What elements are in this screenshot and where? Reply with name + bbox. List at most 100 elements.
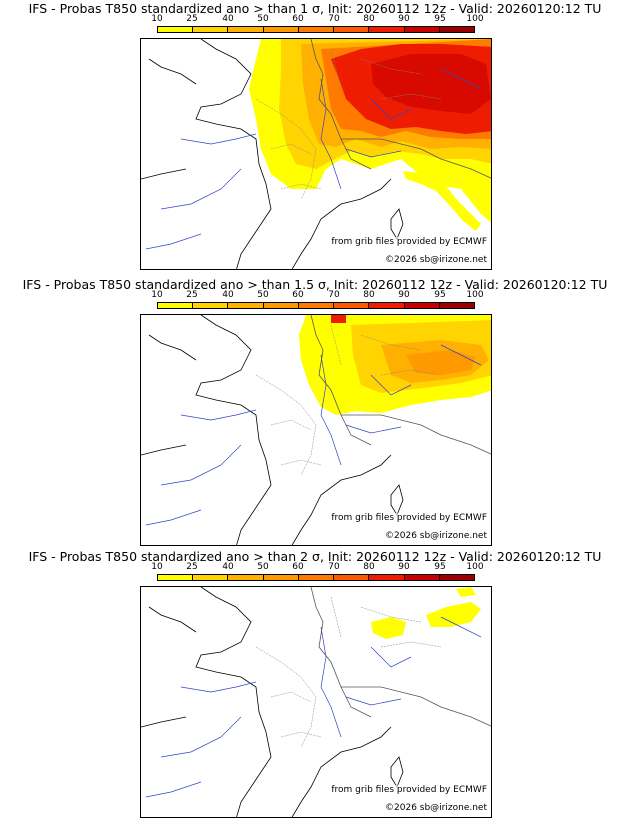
probability-legend: 10 25 40 50 60 70 80 90 95 100 — [151, 290, 484, 310]
legend-tick: 50 — [257, 562, 269, 572]
country-borders — [310, 315, 491, 455]
country-borders — [310, 39, 491, 179]
legend-colorbar — [157, 302, 475, 309]
legend-tick: 95 — [434, 562, 446, 572]
panel-title: IFS - Probas T850 standardized ano > tha… — [28, 549, 602, 564]
map-canvas — [141, 587, 491, 817]
legend-tick: 90 — [398, 290, 410, 300]
legend-colorbar — [157, 574, 475, 581]
admin-borders — [255, 48, 442, 200]
legend-swatch — [334, 575, 370, 580]
legend-tick: 70 — [328, 290, 340, 300]
probability-legend: 10 25 40 50 60 70 80 90 95 100 — [151, 562, 484, 582]
coastline — [141, 315, 404, 545]
legend-tick: 80 — [363, 562, 375, 572]
legend-tick: 95 — [434, 14, 446, 24]
legend-swatch — [369, 303, 405, 308]
legend-tick: 95 — [434, 290, 446, 300]
prob-area-10 — [426, 602, 481, 627]
legend-swatch — [228, 27, 264, 32]
legend-swatch — [263, 303, 299, 308]
legend-tick: 10 — [151, 562, 163, 572]
legend-tick: 80 — [363, 290, 375, 300]
admin-borders — [255, 596, 442, 748]
legend-swatch — [298, 27, 335, 32]
legend-swatch — [263, 27, 299, 32]
map-canvas — [141, 315, 491, 545]
country-borders — [310, 587, 491, 727]
legend-swatch — [334, 303, 370, 308]
legend-swatch — [158, 27, 194, 32]
coastline — [141, 587, 404, 817]
legend-tick: 90 — [398, 562, 410, 572]
copyright-credit: ©2026 sb@irizone.net — [385, 255, 487, 265]
legend-swatch — [228, 303, 264, 308]
legend-tick: 100 — [466, 290, 484, 300]
river — [145, 616, 482, 798]
legend-tick: 40 — [222, 14, 234, 24]
legend-tick: 40 — [222, 562, 234, 572]
legend-tick: 50 — [257, 14, 269, 24]
legend-swatch — [404, 303, 440, 308]
panel-title: IFS - Probas T850 standardized ano > tha… — [28, 1, 602, 16]
prob-area-10-italy — [403, 171, 481, 231]
legend-tick: 10 — [151, 290, 163, 300]
legend-tick: 100 — [466, 562, 484, 572]
legend-tick: 80 — [363, 14, 375, 24]
legend-tick: 60 — [292, 14, 304, 24]
legend-tick: 60 — [292, 562, 304, 572]
probability-map: from grib files provided by ECMWF ©2026 … — [140, 586, 492, 818]
copyright-credit: ©2026 sb@irizone.net — [385, 531, 487, 541]
legend-tick: 40 — [222, 290, 234, 300]
map-panel-2: IFS - Probas T850 standardized ano > tha… — [0, 276, 630, 552]
legend-swatch — [158, 303, 194, 308]
legend-tick: 25 — [186, 14, 198, 24]
legend-tick: 70 — [328, 562, 340, 572]
legend-tick: 60 — [292, 290, 304, 300]
legend-colorbar — [157, 26, 475, 33]
legend-tick: 10 — [151, 14, 163, 24]
prob-area-70 — [331, 315, 346, 323]
legend-swatch — [439, 27, 474, 32]
map-panel-3: IFS - Probas T850 standardized ano > tha… — [0, 548, 630, 824]
coastline — [141, 39, 404, 269]
prob-area-10 — [371, 617, 406, 639]
data-source-credit: from grib files provided by ECMWF — [331, 237, 487, 247]
map-canvas — [141, 39, 491, 269]
probability-legend: 10 25 40 50 60 70 80 90 95 100 — [151, 14, 484, 34]
legend-swatch — [404, 575, 440, 580]
legend-swatch — [193, 27, 229, 32]
legend-swatch — [439, 303, 474, 308]
panel-title: IFS - Probas T850 standardized ano > tha… — [22, 277, 608, 292]
probability-map: from grib files provided by ECMWF ©2026 … — [140, 38, 492, 270]
legend-swatch — [228, 575, 264, 580]
legend-swatch — [439, 575, 474, 580]
legend-swatch — [334, 27, 370, 32]
legend-tick: 50 — [257, 290, 269, 300]
legend-tick: 25 — [186, 562, 198, 572]
legend-swatch — [158, 575, 194, 580]
legend-swatch — [369, 27, 405, 32]
map-panel-1: IFS - Probas T850 standardized ano > tha… — [0, 0, 630, 276]
legend-tick: 70 — [328, 14, 340, 24]
legend-swatch — [193, 303, 229, 308]
legend-tick: 100 — [466, 14, 484, 24]
probability-map: from grib files provided by ECMWF ©2026 … — [140, 314, 492, 546]
legend-swatch — [298, 303, 335, 308]
data-source-credit: from grib files provided by ECMWF — [331, 513, 487, 523]
river — [145, 344, 482, 526]
prob-area-50 — [406, 350, 476, 375]
legend-swatch — [193, 575, 229, 580]
legend-swatch — [404, 27, 440, 32]
legend-swatch — [369, 575, 405, 580]
copyright-credit: ©2026 sb@irizone.net — [385, 803, 487, 813]
prob-area-90 — [371, 54, 491, 114]
data-source-credit: from grib files provided by ECMWF — [331, 785, 487, 795]
legend-swatch — [263, 575, 299, 580]
river — [145, 68, 482, 250]
legend-tick: 90 — [398, 14, 410, 24]
legend-tick: 25 — [186, 290, 198, 300]
prob-area-10 — [456, 587, 476, 597]
admin-borders — [255, 324, 442, 476]
legend-swatch — [298, 575, 335, 580]
